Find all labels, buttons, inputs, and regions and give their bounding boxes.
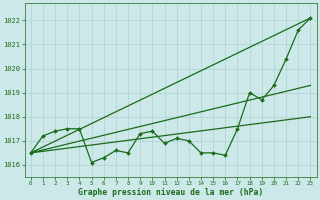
X-axis label: Graphe pression niveau de la mer (hPa): Graphe pression niveau de la mer (hPa) — [78, 188, 263, 197]
